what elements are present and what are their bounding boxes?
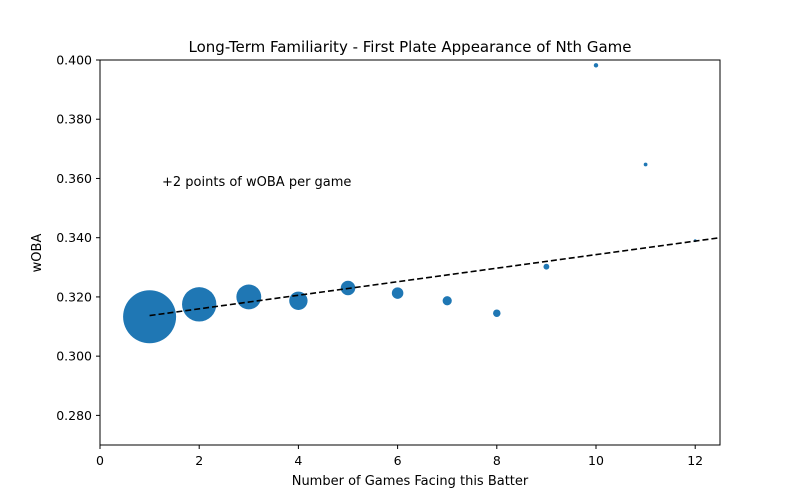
data-point-10 [593,63,599,68]
trend-annotation: +2 points of wOBA per game [162,175,351,190]
chart-title: Long-Term Familiarity - First Plate Appe… [189,38,632,56]
y-tick-label: 0.340 [56,230,92,245]
plot-frame [99,59,721,446]
y-axis-label: wOBA [30,234,45,273]
x-tick-label: 0 [96,453,104,468]
y-tick-label: 0.280 [56,408,92,423]
x-tick-label: 4 [294,453,302,468]
x-tick-label: 8 [493,453,501,468]
data-point-3 [236,284,262,310]
y-tick-label: 0.380 [56,112,92,127]
data-point-7 [442,296,452,306]
data-point-9 [543,263,550,270]
x-axis-label: Number of Games Facing this Batter [292,474,529,489]
y-tick-label: 0.400 [56,53,92,68]
data-point-6 [391,287,404,299]
plot-area [123,63,721,344]
data-point-11 [643,162,648,167]
data-point-1 [123,290,177,344]
trend-line [149,236,721,317]
y-tick-label: 0.320 [56,289,92,304]
x-tick-label: 2 [195,453,203,468]
data-point-2 [182,287,217,322]
y-tick-label: 0.300 [56,349,92,364]
x-axis: 0 2 4 6 8 10 12 [96,445,703,468]
y-tick-label: 0.360 [56,171,92,186]
y-axis: 0.280 0.300 0.320 0.340 0.360 0.380 0.400 [56,53,100,423]
x-tick-label: 6 [394,453,402,468]
data-point-8 [493,309,501,317]
x-tick-label: 12 [687,453,703,468]
x-tick-label: 10 [588,453,604,468]
